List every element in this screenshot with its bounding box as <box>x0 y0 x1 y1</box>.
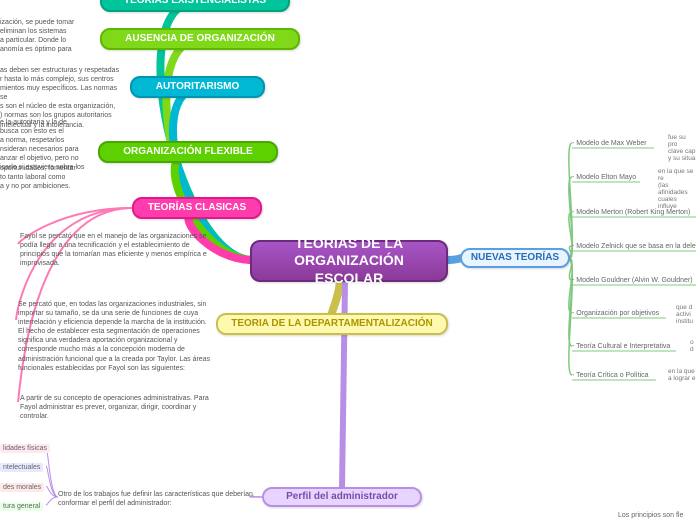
branch-ausencia[interactable]: AUSENCIA DE ORGANIZACIÓN <box>100 28 300 50</box>
branch-flexible[interactable]: ORGANIZACIÓN FLEXIBLE <box>98 141 278 163</box>
tag-2: des morales <box>0 483 44 492</box>
tag-0: lidades físicas <box>0 444 50 453</box>
description-7: Otro de los trabajos fue definir las car… <box>58 490 253 508</box>
leaf-3: - Modelo Zelnick que se basa en la deleg… <box>572 243 696 250</box>
leaf-6: - Teoría Cultural e Interpretativa <box>572 343 670 350</box>
bottom-right-text: Los principios son fle <box>618 512 683 519</box>
description-3: oportunidades, fomentar to tanto laboral… <box>0 164 80 191</box>
branch-clasicas[interactable]: TEORÍAS CLASICAS <box>132 197 262 219</box>
leaf-sub-5: que d activi institu <box>676 304 693 325</box>
leaf-1: - Modelo Elton Mayo <box>572 174 636 181</box>
description-6: A partir de su concepto de operaciones a… <box>20 394 212 421</box>
branch-departamentalizacion[interactable]: TEORIA DE LA DEPARTAMENTALIZACIÓN <box>216 313 448 335</box>
leaf-0: - Modelo de Max Weber <box>572 140 647 147</box>
leaf-2: - Modelo Merton (Robert King Merton) <box>572 209 690 216</box>
tag-3: tura general <box>0 502 43 511</box>
tag-1: ntelectuales <box>0 463 43 472</box>
branch-nuevas[interactable]: NUEVAS TEORÍAS <box>460 248 570 268</box>
leaf-sub-1: en la que se re (las afinidades cuales i… <box>658 168 696 210</box>
branch-perfil[interactable]: Perfil del administrador <box>262 487 422 507</box>
leaf-4: - Modelo Gouldner (Alvin W. Gouldner) <box>572 277 693 284</box>
branch-existencialistas[interactable]: TEORÍAS EXISTENCIALISTAS <box>100 0 290 12</box>
description-5: Se percató que, en todas las organizacio… <box>18 300 214 373</box>
leaf-sub-6: o d <box>690 339 694 353</box>
branch-autoritarismo[interactable]: AUTORITARISMO <box>130 76 265 98</box>
center-node[interactable]: TEORÍAS DE LA ORGANIZACIÓN ESCOLAR <box>250 240 448 282</box>
description-4: Fayol se percató que en el manejo de las… <box>20 232 212 268</box>
leaf-7: - Teoría Crítica o Política <box>572 372 649 379</box>
leaf-sub-0: fue su pro clave cap y su situa <box>668 134 696 162</box>
leaf-5: - Organización por objetivos <box>572 310 659 317</box>
description-0: ización, se puede tomar eliminan los sis… <box>0 18 80 54</box>
leaf-sub-7: en la que a lograr e <box>668 368 695 382</box>
